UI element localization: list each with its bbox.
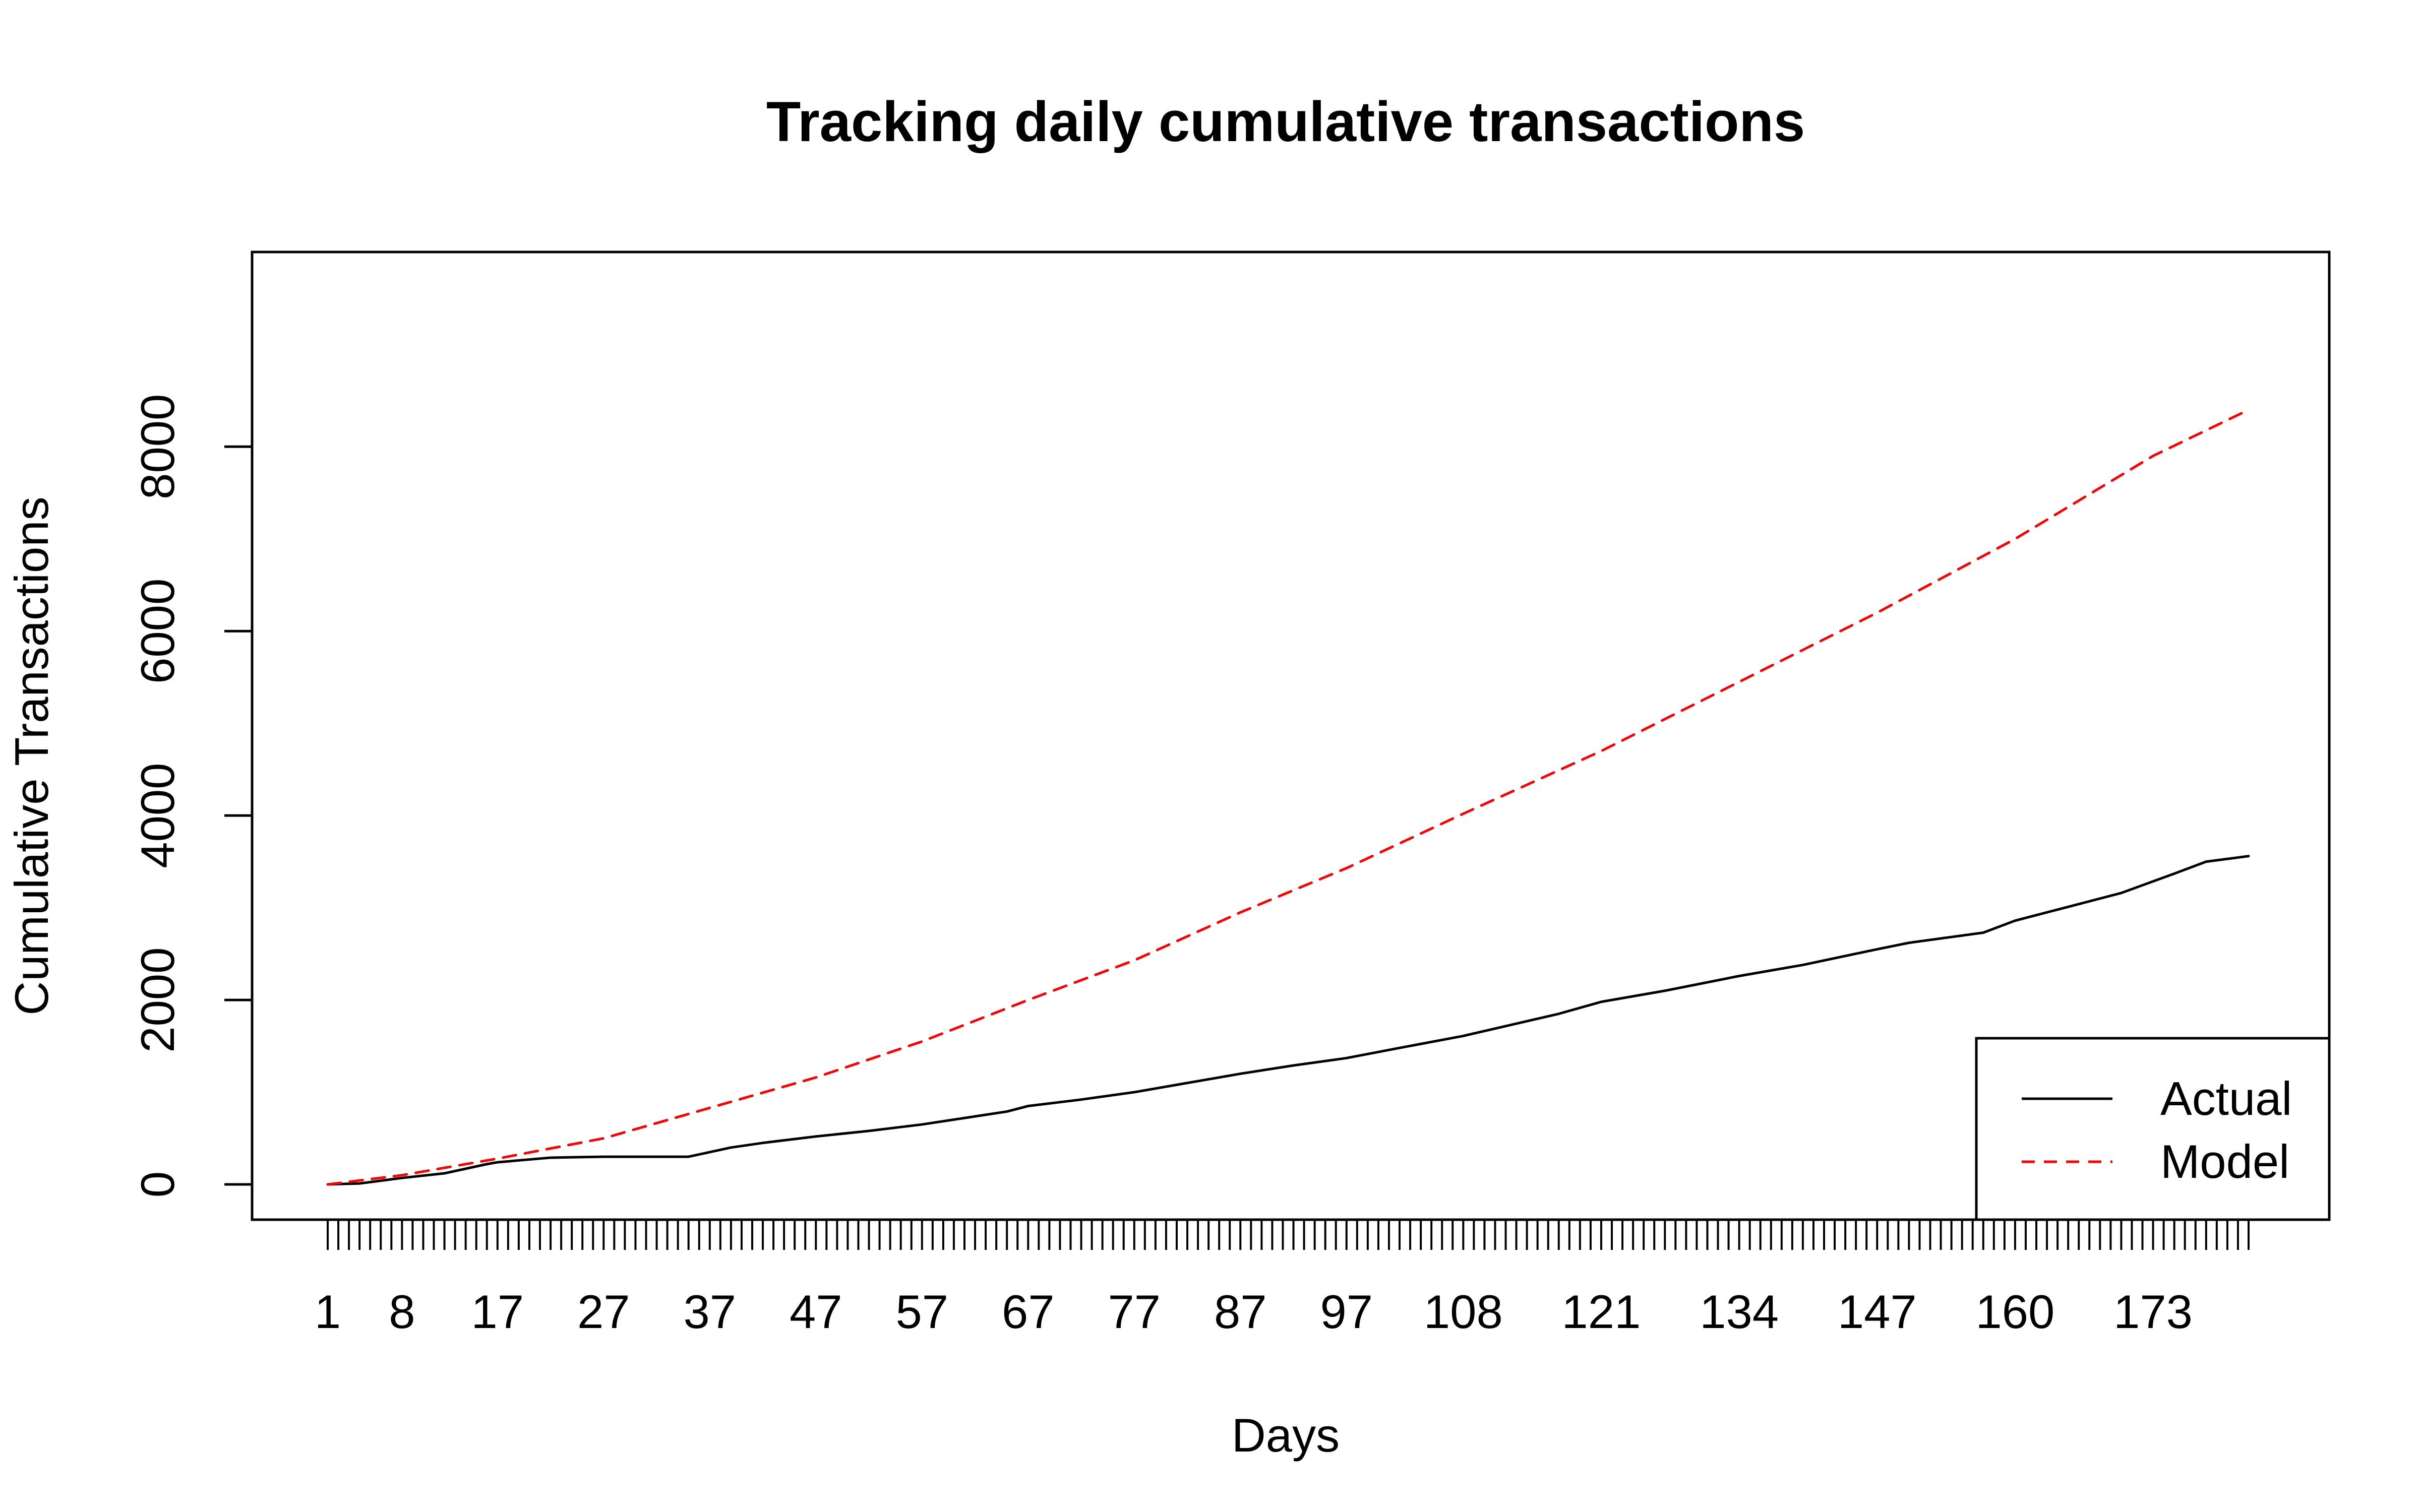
x-tick-label: 17 [471,1285,524,1338]
x-tick-label: 108 [1424,1285,1503,1338]
x-tick-label: 121 [1562,1285,1641,1338]
legend: Actual Model [1975,1037,2331,1221]
y-tick-label: 0 [131,1171,184,1198]
y-axis-label: Cumulative Transactions [5,496,58,1015]
x-tick-label: 57 [896,1285,949,1338]
legend-model-label: Model [2160,1135,2289,1188]
legend-actual-label: Actual [2160,1072,2292,1125]
y-axis: 0 2000 4000 6000 8000 [131,394,254,1198]
x-tick-label: 1 [315,1285,341,1338]
x-tick-label: 37 [684,1285,737,1338]
y-tick-label: 8000 [131,394,184,499]
x-tick-label: 134 [1700,1285,1779,1338]
x-tick-label: 67 [1002,1285,1055,1338]
x-tick-label: 147 [1838,1285,1917,1338]
x-tick-label: 47 [790,1285,842,1338]
x-tick-label: 173 [2113,1285,2193,1338]
x-tick-label: 97 [1320,1285,1373,1338]
x-tick-label: 27 [577,1285,630,1338]
y-tick-label: 6000 [131,579,184,684]
chart-title: Tracking daily cumulative transactions [766,90,1805,153]
model-line [326,408,2250,1186]
x-tick-label: 160 [1975,1285,2054,1338]
x-tick-label: 8 [389,1285,415,1338]
y-tick-label: 2000 [131,948,184,1053]
series-layer [326,408,2250,1186]
legend-box [1975,1037,2331,1221]
actual-line [326,855,2250,1186]
x-tick-label: 87 [1214,1285,1267,1338]
y-tick-label: 4000 [131,763,184,868]
x-axis: 1 8 17 27 37 47 57 67 77 87 97 108 121 134 147 160 173 [315,1218,2250,1338]
x-axis-label: Days [1232,1409,1340,1462]
x-tick-label: 77 [1108,1285,1161,1338]
